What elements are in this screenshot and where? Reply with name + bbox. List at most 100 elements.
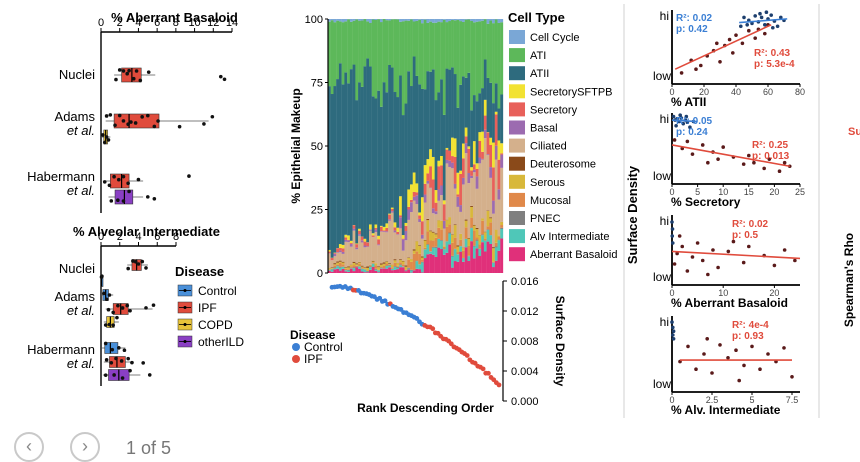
data-point	[103, 141, 107, 145]
segment-secretory	[484, 116, 487, 130]
data-point	[121, 306, 125, 310]
segment-mucosal	[492, 262, 495, 263]
segment-serous	[424, 241, 427, 248]
segment-cell-cycle	[331, 19, 334, 20]
segment-deuterosome	[353, 262, 356, 263]
point-ipf	[691, 255, 695, 259]
segment-aberrant-basaloid	[418, 269, 421, 273]
point-control	[758, 12, 762, 16]
segment-atii	[487, 78, 490, 132]
segment-deuterosome	[366, 266, 369, 267]
segment-mucosal	[374, 265, 377, 269]
segment-aberrant-basaloid	[369, 270, 372, 273]
point-ipf	[728, 38, 732, 42]
point-ipf	[753, 36, 757, 40]
segment-serous	[476, 229, 479, 237]
segment-deuterosome	[487, 210, 490, 211]
segment-serous	[478, 235, 481, 244]
stacked-bar	[487, 19, 490, 273]
segment-pnec	[448, 233, 451, 234]
segment-ciliated	[459, 212, 462, 234]
segment-mucosal	[478, 244, 481, 249]
point-control	[739, 24, 743, 28]
segment-cell-cycle	[416, 19, 419, 21]
y-tick-label: 0.004	[511, 366, 539, 378]
point-ipf	[727, 250, 731, 254]
segment-secretory	[470, 170, 473, 175]
stacked-bar	[355, 19, 358, 273]
data-point	[109, 113, 113, 117]
segment-atii	[421, 89, 424, 197]
segment-secretorysftpb	[435, 190, 438, 203]
stacked-bar	[418, 19, 421, 273]
segment-mucosal	[402, 264, 405, 266]
data-point	[126, 181, 130, 185]
segment-mucosal	[391, 267, 394, 269]
segment-atii	[495, 83, 498, 111]
segment-secretory	[467, 149, 470, 173]
ipf-p: p: 0.013	[752, 151, 790, 162]
point-ipf	[721, 145, 725, 149]
segment-ciliated	[426, 184, 429, 219]
segment-secretorysftpb	[498, 140, 501, 159]
segment-alv-intermediate	[478, 249, 481, 256]
segment-basal	[470, 176, 473, 178]
segment-mucosal	[353, 265, 356, 267]
segment-serous	[454, 225, 457, 238]
segment-pnec	[498, 240, 501, 241]
segment-serous	[489, 218, 492, 222]
segment-basal	[418, 219, 421, 222]
segment-serous	[394, 260, 397, 263]
segment-alv-intermediate	[377, 270, 380, 272]
segment-secretory	[446, 150, 449, 160]
data-point	[126, 357, 130, 361]
point-ipf	[680, 71, 684, 75]
segment-atii	[459, 85, 462, 171]
segment-alv-intermediate	[369, 267, 372, 270]
segment-ciliated	[418, 222, 421, 245]
segment-mucosal	[429, 240, 432, 251]
segment-ciliated	[402, 251, 405, 261]
segment-atii	[353, 65, 356, 225]
segment-secretory	[344, 237, 347, 239]
point-ipf	[711, 248, 715, 252]
segment-atii	[394, 92, 397, 222]
segment-secretorysftpb	[459, 171, 462, 174]
shared-y-title: Surface Density	[625, 165, 640, 264]
y-axis-title: % Epithelial Makeup	[289, 88, 303, 203]
segment-mucosal	[347, 269, 350, 270]
segment-basal	[462, 178, 465, 185]
next-slide-button[interactable]: ›	[70, 432, 100, 462]
segment-deuterosome	[388, 263, 391, 264]
segment-mucosal	[380, 267, 383, 268]
segment-ciliated	[498, 200, 501, 236]
segment-ati	[344, 21, 347, 72]
segment-atii	[383, 82, 386, 227]
segment-ciliated	[473, 172, 476, 225]
segment-basal	[457, 197, 460, 207]
x-axis-title: Rank Descending Order	[357, 401, 494, 415]
segment-aberrant-basaloid	[426, 254, 429, 273]
segment-mucosal	[457, 252, 460, 254]
legend-label: Deuterosome	[530, 159, 596, 171]
segment-ati	[481, 21, 484, 88]
prev-slide-button[interactable]: ‹	[14, 432, 44, 462]
stacked-bar	[437, 19, 440, 273]
segment-serous	[402, 261, 405, 264]
segment-alv-intermediate	[470, 228, 473, 241]
segment-aberrant-basaloid	[489, 244, 492, 273]
point-ipf	[706, 161, 710, 165]
segment-ati	[478, 21, 481, 93]
segment-cell-cycle	[451, 19, 454, 20]
segment-ati	[459, 21, 462, 85]
segment-deuterosome	[432, 232, 435, 233]
data-point	[104, 373, 108, 377]
segment-ati	[361, 21, 364, 87]
segment-mucosal	[440, 229, 443, 240]
point-control	[745, 23, 749, 27]
segment-deuterosome	[385, 261, 388, 262]
segment-cell-cycle	[492, 19, 495, 23]
legend-swatch-pnec	[509, 211, 525, 225]
y-label-low: low	[653, 377, 671, 391]
